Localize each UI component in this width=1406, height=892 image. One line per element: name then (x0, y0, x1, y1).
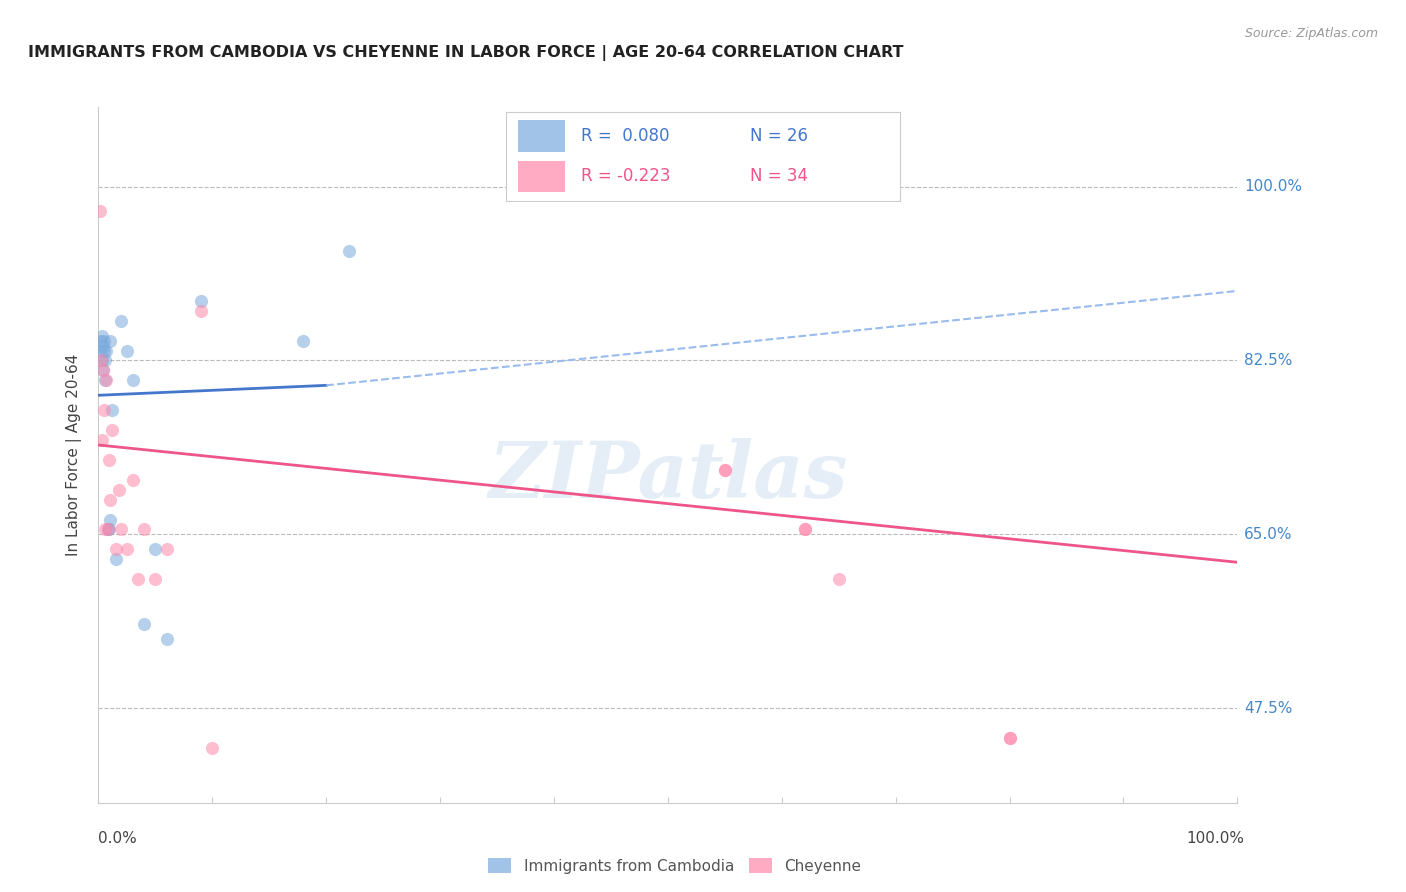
Point (90, 353, 112, 368)
Point (97, 523, 120, 537)
Point (132, 523, 155, 537)
Text: 0.0%: 0.0% (98, 831, 138, 847)
Point (98, 512, 121, 526)
Point (998, 731, 1021, 746)
Point (94, 523, 117, 537)
Point (828, 572, 851, 586)
Point (91, 338, 114, 352)
Text: 100.0%: 100.0% (1244, 179, 1302, 194)
Text: N = 34: N = 34 (751, 167, 808, 185)
Bar (517, 120, 565, 152)
Point (714, 463, 737, 477)
Text: R =  0.080: R = 0.080 (581, 127, 669, 145)
Point (201, 741, 224, 756)
Text: 82.5%: 82.5% (1244, 353, 1292, 368)
Y-axis label: In Labor Force | Age 20-64: In Labor Force | Age 20-64 (66, 354, 83, 556)
Point (337, 244, 360, 259)
Point (101, 423, 124, 437)
Point (90, 328, 112, 343)
Point (121, 373, 143, 387)
Text: N = 26: N = 26 (751, 127, 808, 145)
Point (793, 523, 815, 537)
Point (98, 492, 121, 507)
Bar (517, 161, 565, 192)
Text: IMMIGRANTS FROM CAMBODIA VS CHEYENNE IN LABOR FORCE | AGE 20-64 CORRELATION CHAR: IMMIGRANTS FROM CAMBODIA VS CHEYENNE IN … (28, 45, 904, 61)
Point (145, 542, 167, 557)
Point (108, 483, 131, 497)
Point (90, 353, 112, 368)
Point (292, 334, 315, 348)
Point (998, 731, 1021, 746)
Point (96, 523, 118, 537)
Point (98, 334, 121, 348)
Point (96, 523, 118, 537)
Point (89, 343, 111, 358)
Point (94, 353, 117, 368)
Text: 65.0%: 65.0% (1244, 527, 1292, 542)
Point (91, 363, 114, 377)
Point (121, 473, 143, 487)
Point (156, 632, 179, 646)
Point (115, 343, 138, 358)
Point (90, 334, 112, 348)
Text: 47.5%: 47.5% (1244, 701, 1292, 716)
Legend: Immigrants from Cambodia, Cheyenne: Immigrants from Cambodia, Cheyenne (482, 852, 868, 880)
Point (156, 542, 179, 557)
Point (91, 363, 114, 377)
Point (115, 542, 138, 557)
Point (96, 343, 118, 358)
Point (96, 373, 118, 387)
Point (93, 334, 115, 348)
Point (127, 572, 149, 586)
Point (94, 373, 117, 387)
Point (793, 523, 815, 537)
Point (714, 463, 737, 477)
Point (110, 523, 132, 537)
Point (93, 343, 115, 358)
Point (104, 542, 127, 557)
Point (101, 403, 124, 417)
Point (97, 453, 120, 467)
Point (145, 572, 167, 586)
Text: Source: ZipAtlas.com: Source: ZipAtlas.com (1244, 27, 1378, 40)
Point (132, 616, 155, 631)
Text: ZIPatlas: ZIPatlas (488, 438, 848, 514)
Point (93, 403, 115, 417)
Point (190, 293, 212, 308)
Point (89, 204, 111, 219)
Point (104, 552, 127, 566)
Text: R = -0.223: R = -0.223 (581, 167, 671, 185)
Point (90, 433, 112, 447)
Text: 100.0%: 100.0% (1187, 831, 1244, 847)
Point (110, 314, 132, 328)
Point (190, 303, 212, 318)
